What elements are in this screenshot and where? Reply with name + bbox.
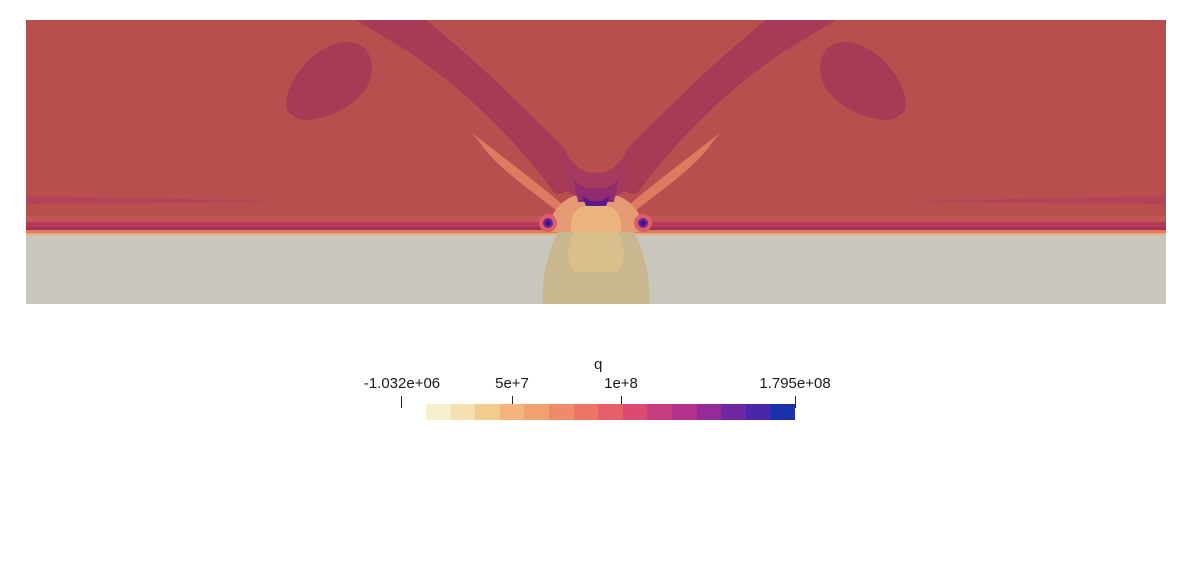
lobe-right: [820, 41, 906, 120]
colorbar-swatch-12: [721, 404, 746, 420]
colorbar-swatch-11: [696, 404, 722, 420]
colorbar-swatch-7: [598, 404, 623, 420]
colorbar-swatch-9: [647, 404, 672, 420]
colorbar-swatch-10: [671, 404, 697, 420]
colorbar-swatch-5: [548, 404, 574, 420]
tick-mark-1e8: [621, 396, 622, 408]
colorbar-swatch-13: [745, 404, 771, 420]
colorbar-swatch-4: [524, 404, 549, 420]
colorbar-swatch-1: [450, 404, 476, 420]
colorbar-swatch-3: [499, 404, 525, 420]
arm-right: [621, 20, 836, 195]
tick-label-max: 1.795e+08: [759, 375, 831, 392]
colorbar-swatch-6: [573, 404, 599, 420]
plume-upper-core: [571, 204, 621, 232]
colorbar-swatch-14: [770, 404, 795, 420]
colorbar-swatch-0: [426, 404, 451, 420]
plume-lower-core: [568, 232, 624, 272]
tick-label-5e7: 5e+7: [495, 375, 529, 392]
arm-left: [356, 20, 571, 195]
wing-right: [621, 132, 721, 218]
streak-right: [916, 196, 1166, 204]
core-hottest: [582, 196, 610, 206]
lobe-left: [286, 41, 372, 120]
field-plot: [26, 20, 1166, 304]
tick-mark-max: [795, 396, 796, 408]
wing-left: [471, 132, 571, 218]
hotspot-right-core: [640, 220, 646, 226]
colorbar-swatch-2: [475, 404, 500, 420]
hotspot-left-core: [545, 220, 551, 226]
colorbar-swatch-8: [622, 404, 648, 420]
core-hot: [574, 180, 618, 202]
tick-mark-5e7: [512, 396, 513, 408]
colorbar: [426, 404, 795, 420]
tick-label-min: -1.032e+06: [363, 375, 441, 392]
color-legend: q -1.032e+06 5e+7 1e+8 1.795e+08: [350, 352, 850, 432]
tick-mark-min: [401, 396, 402, 408]
tick-label-1e8: 1e+8: [604, 375, 638, 392]
legend-title: q: [594, 356, 603, 373]
streak-left: [26, 196, 276, 204]
